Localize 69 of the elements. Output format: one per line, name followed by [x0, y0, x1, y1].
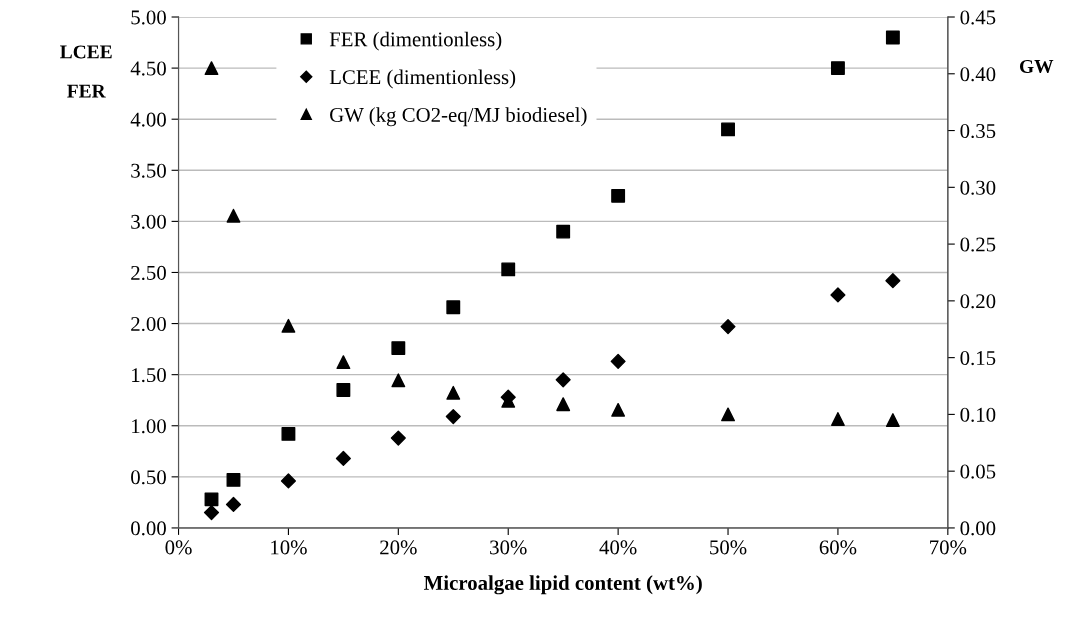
point: [556, 224, 571, 239]
y2-tick-label: 0.25: [960, 237, 996, 252]
point: [225, 496, 242, 513]
x-tick-label: 50%: [710, 540, 747, 555]
y2-tick-label: 0.10: [960, 407, 996, 422]
x-tick-label: 40%: [599, 540, 637, 555]
y2-axis-title: GW: [1019, 59, 1054, 74]
point: [721, 407, 735, 422]
point: [204, 61, 219, 76]
y-tick-label: 1.00: [132, 419, 166, 434]
point: [391, 341, 406, 356]
x-tick-label: 30%: [490, 540, 527, 555]
point: [391, 373, 406, 388]
point: [203, 505, 220, 521]
y-tick-label: 2.00: [131, 316, 166, 332]
point: [445, 408, 461, 425]
y2-tick-label: 0.30: [960, 180, 996, 195]
x-tick-label: 70%: [930, 540, 967, 555]
point: [611, 188, 626, 203]
point: [885, 413, 900, 428]
legend-label: GW (kg CO2-eq/MJ biodiesel): [330, 107, 587, 127]
x-tick-label: 10%: [271, 540, 307, 555]
y-tick-label: 0.50: [131, 470, 166, 485]
point: [556, 397, 571, 412]
x-tick-label: 20%: [380, 540, 417, 555]
y2-tick-label: 0.40: [960, 67, 996, 82]
point: [446, 385, 461, 400]
y2-tick-label: 0.05: [960, 464, 996, 479]
point: [611, 402, 626, 417]
y-tick-label: 2.50: [131, 265, 166, 280]
point: [830, 287, 846, 303]
legend-label: LCEE (dimentionless): [329, 69, 516, 89]
y-tick-label: 1.50: [132, 368, 166, 383]
point: [885, 30, 900, 45]
point: [885, 273, 901, 289]
y2-tick-label: 0.35: [960, 123, 996, 139]
x-axis-title: Microalgae lipid content (wt%): [423, 575, 702, 595]
point: [390, 430, 406, 446]
y-tick-label: 3.50: [131, 163, 166, 178]
y2-tick-label: 0.20: [960, 294, 996, 309]
point: [501, 262, 516, 277]
point: [721, 122, 735, 137]
point: [610, 353, 626, 369]
point: [335, 450, 351, 467]
y2-tick-label: 0.15: [960, 351, 996, 366]
x-tick-label: 60%: [819, 540, 857, 555]
point: [830, 61, 845, 76]
point: [204, 492, 219, 507]
point: [830, 411, 845, 426]
point: [280, 473, 297, 489]
point: [336, 383, 351, 397]
y-tick-label: 3.00: [131, 214, 166, 229]
point: [226, 208, 241, 223]
point: [226, 472, 241, 487]
point: [336, 355, 351, 370]
legend-label: FER (dimentionless): [329, 31, 502, 51]
y-tick-label: 4.50: [130, 61, 166, 76]
y-tick-label: 5.00: [131, 10, 166, 25]
y-tick-label: 4.00: [130, 112, 166, 127]
x-tick-label: 0%: [165, 540, 192, 555]
point: [281, 318, 296, 333]
y2-tick-label: 0.45: [960, 10, 996, 25]
y2-tick-label: 0.00: [960, 521, 996, 536]
point: [446, 300, 461, 315]
point: [555, 372, 571, 388]
point: [281, 426, 296, 441]
text: LCEE FER: [60, 45, 112, 98]
point: [720, 319, 736, 335]
y-tick-label: 0.00: [131, 521, 166, 536]
